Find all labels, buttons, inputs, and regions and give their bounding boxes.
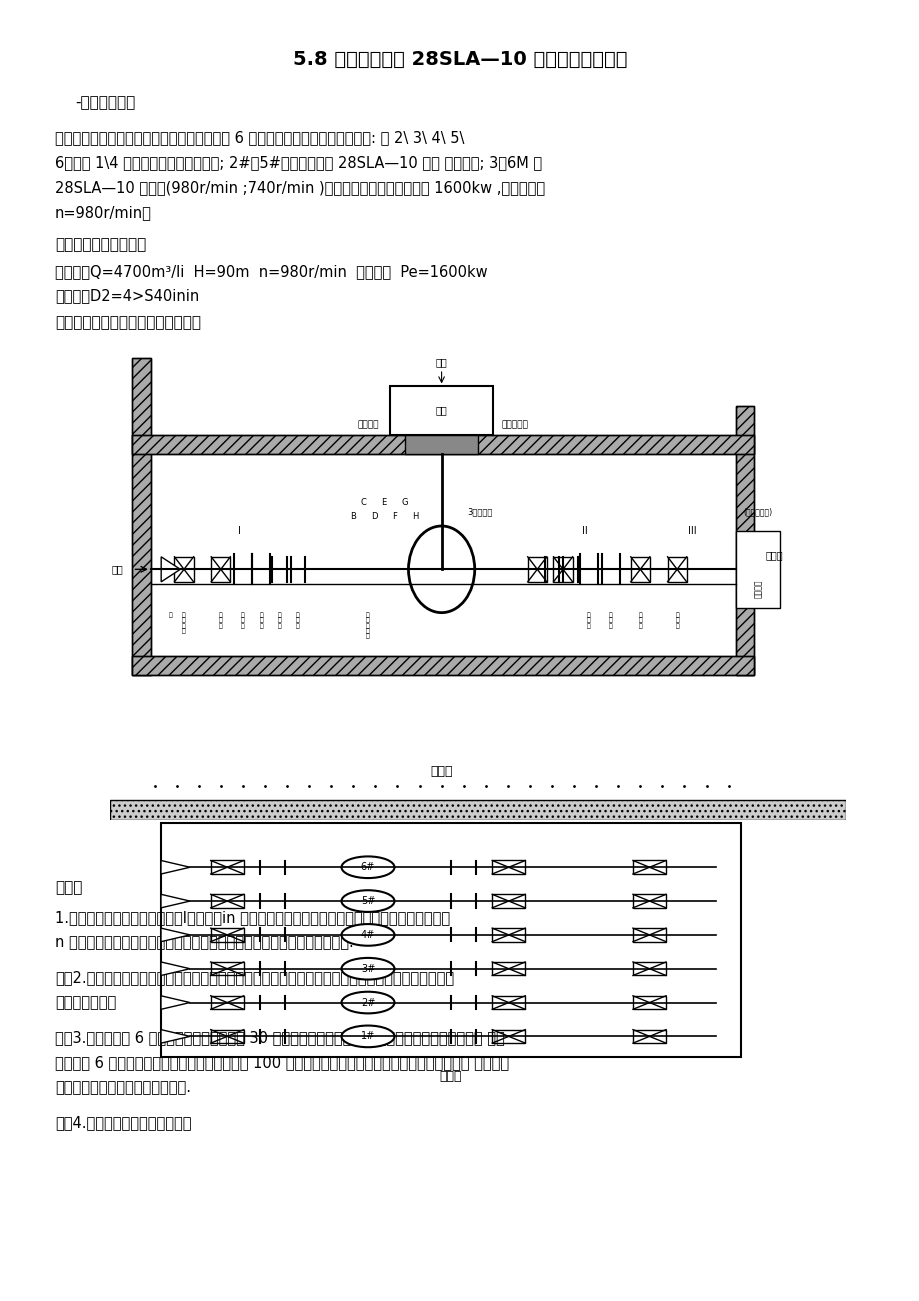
Text: -泵站装置情况: -泵站装置情况 bbox=[75, 95, 135, 111]
Text: 伸
缩
节: 伸 缩 节 bbox=[586, 613, 590, 628]
Text: 承重，而 6 台电机加上电机支坐等施加的载重有 100 余吨，因此电机层楼板刚度明显不足，运行中上 下振动，: 承重，而 6 台电机加上电机支坐等施加的载重有 100 余吨，因此电机层楼板刚度… bbox=[55, 1055, 508, 1069]
Text: 伸
缩
节: 伸 缩 节 bbox=[638, 613, 641, 628]
Text: 桁
碟
阀: 桁 碟 阀 bbox=[608, 613, 612, 628]
Text: n=980r/min。: n=980r/min。 bbox=[55, 206, 152, 220]
Text: 电机: 电机 bbox=[436, 358, 447, 367]
Polygon shape bbox=[132, 435, 754, 454]
Text: 3#: 3# bbox=[360, 964, 375, 973]
Text: 泵装置布置示意图如下图所示：: 泵装置布置示意图如下图所示： bbox=[55, 315, 200, 330]
Circle shape bbox=[341, 856, 394, 878]
Text: (埋在水泥中): (埋在水泥中) bbox=[743, 507, 772, 516]
Polygon shape bbox=[161, 995, 189, 1010]
Polygon shape bbox=[735, 406, 754, 675]
Text: E: E bbox=[381, 498, 386, 507]
Text: 伸
缩
节: 伸 缩 节 bbox=[219, 613, 222, 628]
Text: 1.　在泵进、出管道上分别装有Ⅰ号和口、in 号伸缩节，最初两端法兰未用长嗟杠刚性连接，试车时: 1. 在泵进、出管道上分别装有Ⅰ号和口、in 号伸缩节，最初两端法兰未用长嗟杠刚… bbox=[55, 909, 449, 925]
Text: 2.　吐出管道没有弯道，而且吐出母管也用泥沙填埋在地下，因此从泵出口至母管的直线管道没有: 2. 吐出管道没有弯道，而且吐出母管也用泥沙填埋在地下，因此从泵出口至母管的直线… bbox=[55, 971, 454, 985]
Text: 3米传动轴: 3米传动轴 bbox=[467, 507, 493, 516]
Text: C: C bbox=[360, 498, 366, 507]
Text: H: H bbox=[412, 513, 418, 522]
Text: 一点伸长余地。: 一点伸长余地。 bbox=[55, 995, 116, 1010]
Text: 平面图: 平面图 bbox=[439, 1071, 461, 1084]
Text: 桁
碟
阀: 桁 碟 阀 bbox=[296, 613, 300, 628]
Text: 5#: 5# bbox=[360, 896, 375, 905]
Text: 活
塞
式
调
节: 活 塞 式 调 节 bbox=[366, 613, 369, 639]
Text: 28SLA—10 型双速(980r/min ;740r/min )电机泵。配套电机功率均为 1600kw ,额定转速为: 28SLA—10 型双速(980r/min ;740r/min )电机泵。配套电… bbox=[55, 180, 545, 195]
Text: G: G bbox=[401, 498, 408, 507]
Polygon shape bbox=[161, 894, 189, 908]
Text: 厦门某单位建了一座江东取水泵站共装有 6 台立式双吸中开泵，依次排列为: 巴 2\ 3\ 4\ 5\: 厦门某单位建了一座江东取水泵站共装有 6 台立式双吸中开泵，依次排列为: 巴 2… bbox=[55, 130, 464, 144]
Circle shape bbox=[341, 958, 394, 980]
Text: Q=4700m³/li  H=90m  n=980r/min  电机功率  Pe=1600kw: Q=4700m³/li H=90m n=980r/min 电机功率 Pe=160… bbox=[55, 264, 487, 278]
Text: 桁
碟
阀: 桁 碟 阀 bbox=[259, 613, 263, 628]
Polygon shape bbox=[110, 800, 845, 820]
Text: 电机支座: 电机支座 bbox=[357, 420, 379, 429]
Text: 活
动
弯
头: 活 动 弯 头 bbox=[182, 613, 186, 634]
Polygon shape bbox=[161, 928, 189, 942]
Text: D2=4>S40inin: D2=4>S40inin bbox=[55, 288, 199, 303]
Text: 说明：: 说明： bbox=[55, 879, 83, 895]
Text: n 号伸缩节拉伸张开，以致桁碟阀支墩推倒，后来都用长螺杠刚性连接起来.: n 号伸缩节拉伸张开，以致桁碟阀支墩推倒，后来都用长螺杠刚性连接起来. bbox=[55, 935, 354, 950]
Polygon shape bbox=[161, 1029, 189, 1043]
Text: 大
小
头: 大 小 头 bbox=[241, 613, 244, 628]
Text: D: D bbox=[370, 513, 377, 522]
Circle shape bbox=[341, 1025, 394, 1047]
Polygon shape bbox=[735, 531, 779, 608]
Polygon shape bbox=[161, 557, 180, 582]
Text: 泵的性能参数为：: 泵的性能参数为： bbox=[55, 237, 146, 252]
Text: 阀: 阀 bbox=[169, 613, 173, 618]
Polygon shape bbox=[132, 656, 754, 675]
Text: 送市区: 送市区 bbox=[765, 550, 782, 559]
Text: 5.8 某自来水公司 28SLA—10 型取水泵位移问题: 5.8 某自来水公司 28SLA—10 型取水泵位移问题 bbox=[292, 49, 627, 69]
Circle shape bbox=[341, 924, 394, 946]
Text: 江水: 江水 bbox=[112, 565, 123, 574]
Circle shape bbox=[408, 526, 474, 613]
Text: III: III bbox=[686, 526, 696, 536]
Text: F: F bbox=[391, 513, 396, 522]
Text: 吐出母管: 吐出母管 bbox=[753, 579, 762, 598]
Polygon shape bbox=[390, 386, 493, 435]
Text: 4.　中间传动轴长度约三米。: 4. 中间传动轴长度约三米。 bbox=[55, 1115, 191, 1131]
Text: B: B bbox=[350, 513, 356, 522]
Polygon shape bbox=[132, 358, 151, 675]
Polygon shape bbox=[161, 860, 189, 874]
Polygon shape bbox=[404, 435, 478, 454]
Polygon shape bbox=[161, 961, 189, 976]
Circle shape bbox=[341, 991, 394, 1013]
Text: 电机: 电机 bbox=[436, 406, 447, 415]
Text: 伸
缩
节: 伸 缩 节 bbox=[278, 613, 281, 628]
Text: 立面图: 立面图 bbox=[430, 765, 452, 778]
Text: 4#: 4# bbox=[360, 930, 375, 939]
Text: 1#: 1# bbox=[360, 1032, 375, 1041]
Text: 靠墙处振动小一点，中间振动最大.: 靠墙处振动小一点，中间振动最大. bbox=[55, 1080, 191, 1095]
Text: 2#: 2# bbox=[360, 998, 375, 1007]
Text: 6#: 6# bbox=[360, 863, 375, 872]
Text: 6、其中 1\4 科泵为日本西岛的调频泵; 2#、5#为长沙水泵厂 28SLA—10 型串 级调速泵; 3、6M 为: 6、其中 1\4 科泵为日本西岛的调频泵; 2#、5#为长沙水泵厂 28SLA—… bbox=[55, 155, 541, 170]
Text: 3.　电机层上 6 台电机一另非列，宽度有 30 余米，楼板完全悬空，只靠长儿承重，中间没有支墩或 支墙: 3. 电机层上 6 台电机一另非列，宽度有 30 余米，楼板完全悬空，只靠长儿承… bbox=[55, 1030, 505, 1045]
Text: I: I bbox=[237, 526, 241, 536]
Text: II: II bbox=[582, 526, 587, 536]
Circle shape bbox=[341, 890, 394, 912]
Text: 桁
碟
阀: 桁 碟 阀 bbox=[675, 613, 678, 628]
Text: 电机层楼面: 电机层楼面 bbox=[501, 420, 528, 429]
